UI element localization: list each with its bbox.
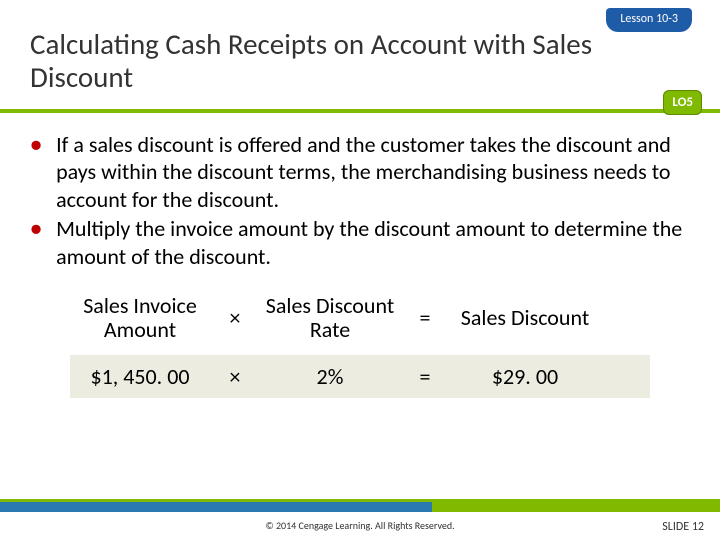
lesson-tab: Lesson 10-3 [606, 8, 692, 32]
label-sales-discount: Sales Discount [450, 302, 600, 334]
label-equals: = [400, 302, 450, 334]
formula-table: Sales Invoice Amount × Sales Discount Ra… [70, 290, 650, 397]
page-title: Calculating Cash Receipts on Account wit… [30, 28, 600, 95]
slide-number: SLIDE 12 [662, 520, 704, 534]
bullet-list: ● If a sales discount is offered and the… [0, 113, 720, 271]
label-discount-rate: Sales Discount Rate [260, 290, 400, 346]
label-multiply: × [210, 302, 260, 334]
footer-accent-bar [0, 502, 720, 512]
value-equals: = [400, 355, 450, 398]
bullet-icon: ● [30, 215, 42, 270]
value-sales-discount: $29. 00 [450, 355, 600, 398]
formula-labels-row: Sales Invoice Amount × Sales Discount Ra… [70, 290, 650, 346]
formula-values-row: $1, 450. 00 × 2% = $29. 00 [70, 355, 650, 398]
value-discount-rate: 2% [260, 355, 400, 398]
list-item: ● If a sales discount is offered and the… [30, 131, 690, 214]
bullet-text: If a sales discount is offered and the c… [56, 131, 690, 214]
bullet-text: Multiply the invoice amount by the disco… [56, 215, 690, 270]
label-invoice-amount: Sales Invoice Amount [70, 290, 210, 346]
bullet-icon: ● [30, 131, 42, 214]
copyright-text: © 2014 Cengage Learning. All Rights Rese… [0, 519, 720, 532]
lo-badge: LO5 [663, 90, 702, 115]
list-item: ● Multiply the invoice amount by the dis… [30, 215, 690, 270]
value-invoice-amount: $1, 450. 00 [70, 355, 210, 398]
value-multiply: × [210, 355, 260, 398]
